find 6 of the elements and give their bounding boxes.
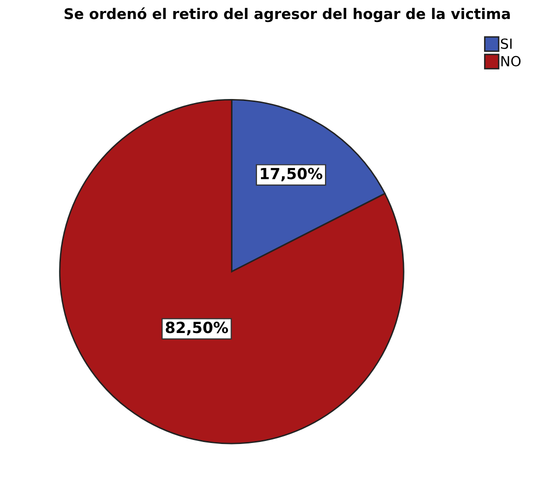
legend-label: NO: [501, 56, 521, 66]
data-label: 17,50%: [260, 168, 322, 182]
legend-label: SI: [500, 38, 512, 49]
chart-title: Se ordenó el retiro del agresor del hogar de la victima: [64, 7, 510, 22]
pie-slice: [59, 99, 404, 444]
data-label: 82,50%: [166, 322, 228, 336]
